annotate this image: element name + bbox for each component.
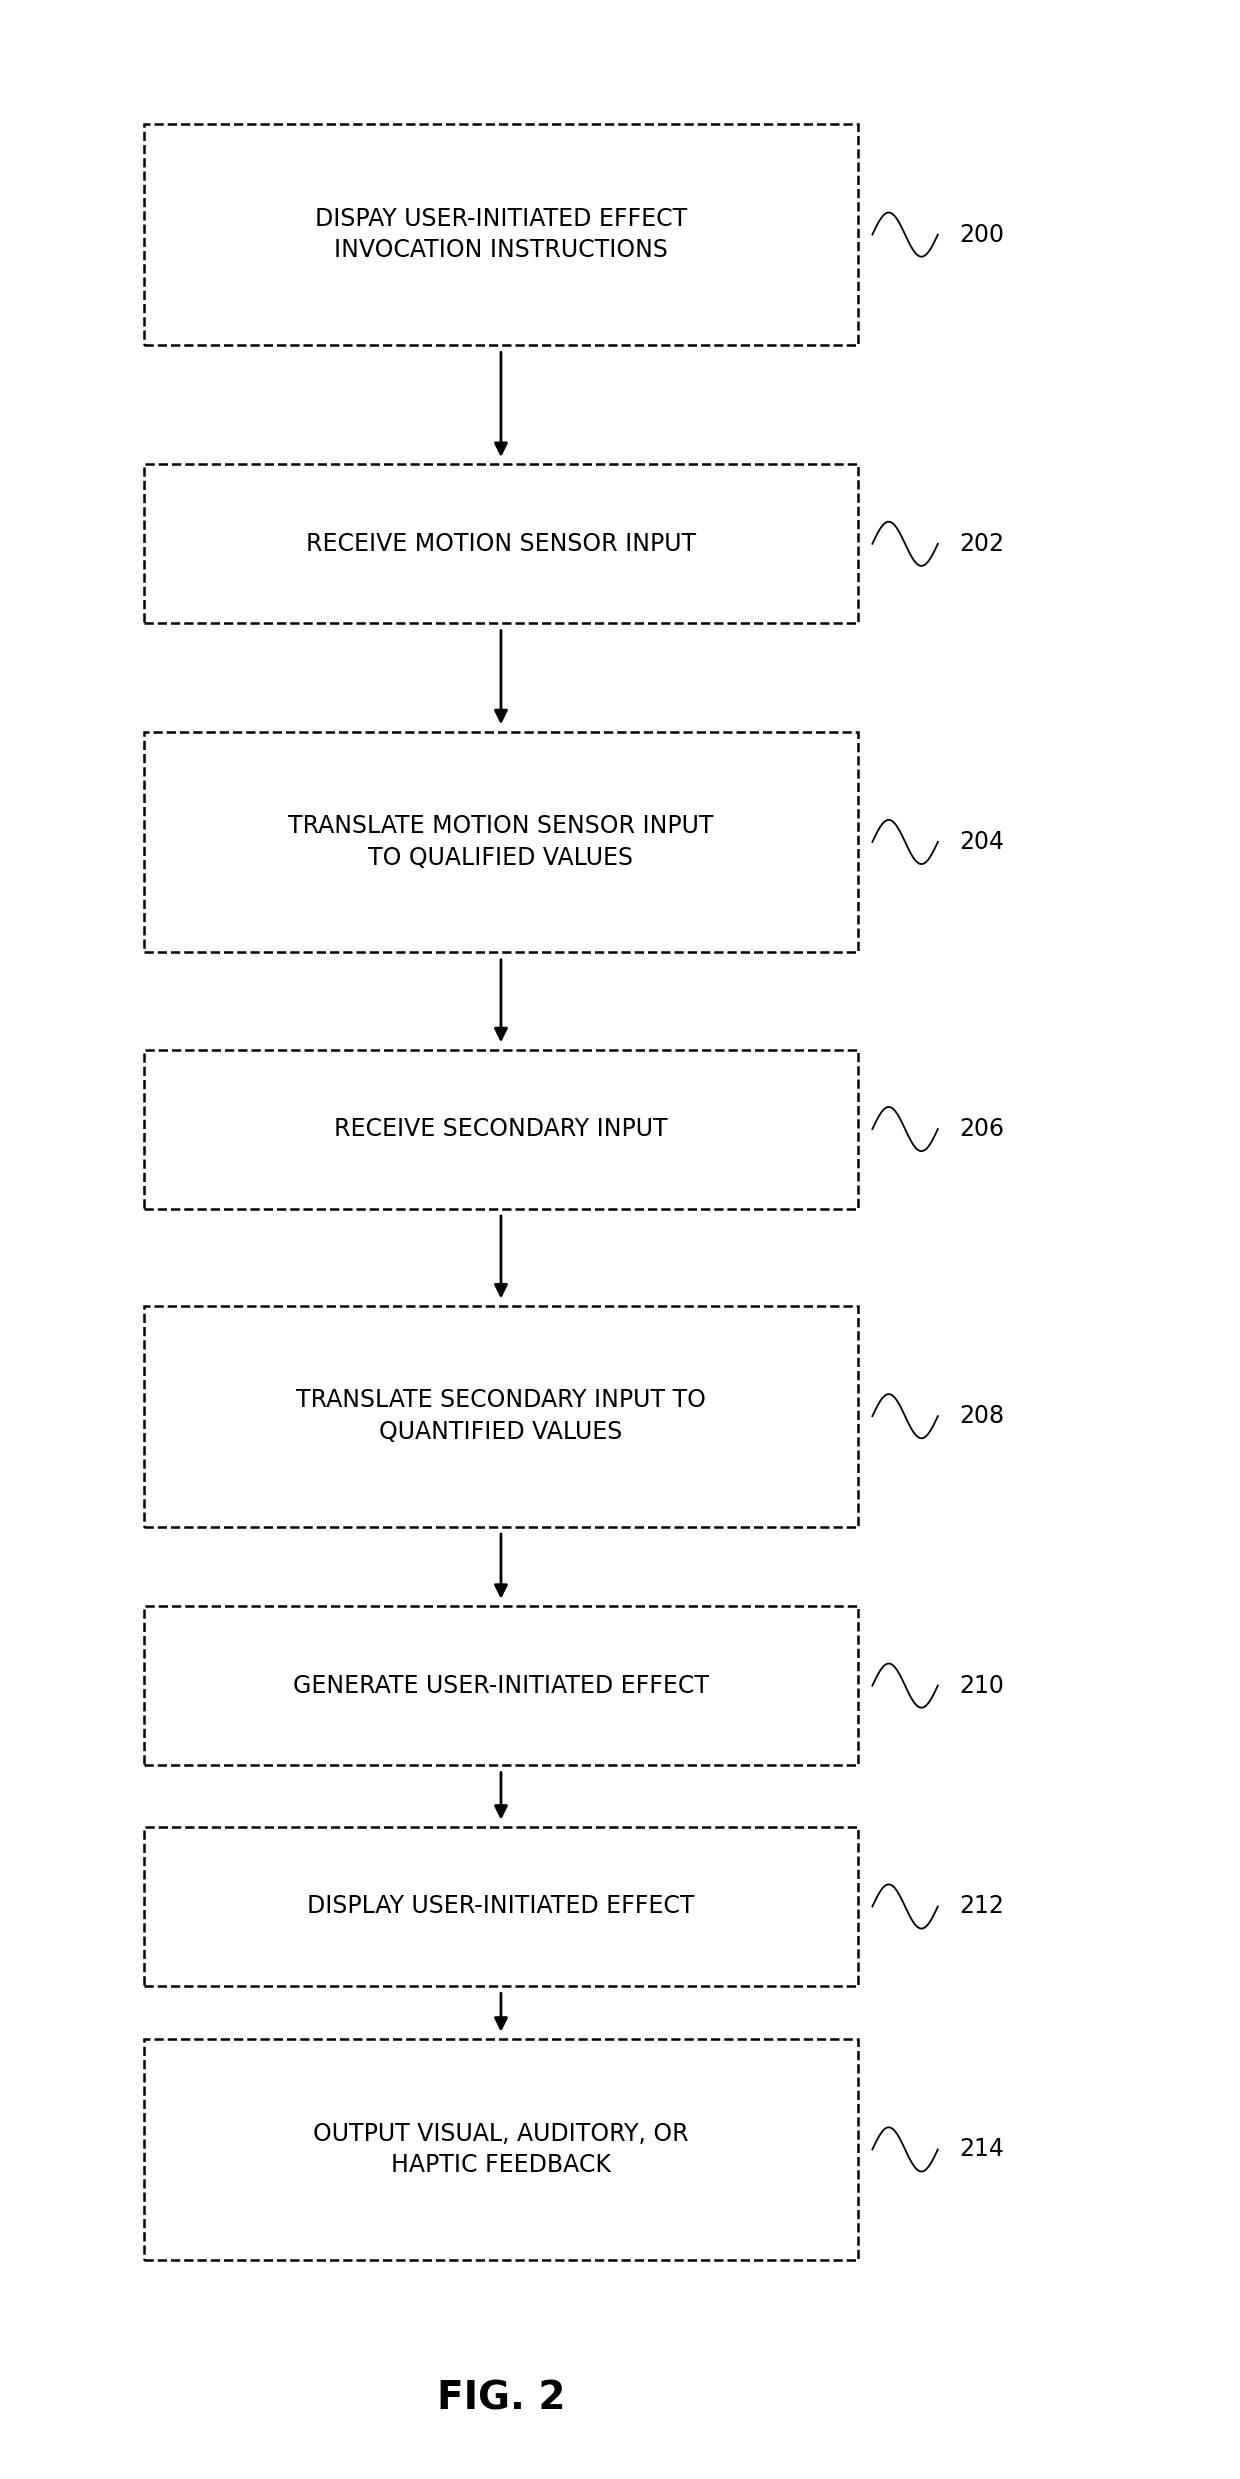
Bar xyxy=(144,2040,858,2261)
Text: RECEIVE SECONDARY INPUT: RECEIVE SECONDARY INPUT xyxy=(334,1118,668,1140)
Text: 212: 212 xyxy=(960,1894,1004,1919)
Text: TRANSLATE MOTION SENSOR INPUT
TO QUALIFIED VALUES: TRANSLATE MOTION SENSOR INPUT TO QUALIFI… xyxy=(288,813,714,870)
Text: GENERATE USER-INITIATED EFFECT: GENERATE USER-INITIATED EFFECT xyxy=(293,1673,709,1698)
Bar xyxy=(144,1049,858,1210)
Text: DISPAY USER-INITIATED EFFECT
INVOCATION INSTRUCTIONS: DISPAY USER-INITIATED EFFECT INVOCATION … xyxy=(315,206,687,263)
Bar xyxy=(144,1306,858,1527)
Text: 210: 210 xyxy=(960,1673,1004,1698)
Text: FIG. 2: FIG. 2 xyxy=(436,2380,565,2417)
Text: DISPLAY USER-INITIATED EFFECT: DISPLAY USER-INITIATED EFFECT xyxy=(308,1894,694,1919)
Text: OUTPUT VISUAL, AUDITORY, OR
HAPTIC FEEDBACK: OUTPUT VISUAL, AUDITORY, OR HAPTIC FEEDB… xyxy=(314,2122,688,2177)
Text: 204: 204 xyxy=(960,830,1004,853)
Text: RECEIVE MOTION SENSOR INPUT: RECEIVE MOTION SENSOR INPUT xyxy=(306,533,696,555)
Text: 214: 214 xyxy=(960,2137,1004,2162)
Text: 206: 206 xyxy=(960,1118,1004,1140)
Bar xyxy=(144,464,858,622)
Text: 208: 208 xyxy=(960,1403,1004,1428)
Bar xyxy=(144,124,858,345)
Text: 202: 202 xyxy=(960,533,1004,555)
Text: TRANSLATE SECONDARY INPUT TO
QUANTIFIED VALUES: TRANSLATE SECONDARY INPUT TO QUANTIFIED … xyxy=(296,1388,706,1443)
Bar xyxy=(144,1827,858,1986)
Bar xyxy=(144,731,858,952)
Text: 200: 200 xyxy=(960,223,1004,245)
Bar xyxy=(144,1606,858,1765)
